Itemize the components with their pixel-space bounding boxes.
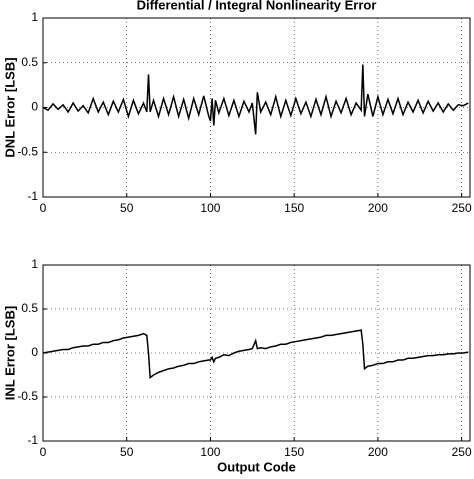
y-tick-label: -0.5 — [17, 144, 38, 158]
x-tick-label: 250 — [452, 201, 472, 215]
x-tick-label: 0 — [40, 445, 47, 459]
x-tick-label: 100 — [200, 445, 220, 459]
y-tick-label: -1 — [27, 189, 38, 203]
x-tick-label: 250 — [452, 445, 472, 459]
x-tick-label: 150 — [284, 201, 304, 215]
x-tick-label: 50 — [120, 201, 134, 215]
y-tick-label: 0 — [31, 345, 38, 359]
x-tick-label: 0 — [40, 201, 47, 215]
y-axis-label: INL Error [LSB] — [2, 306, 17, 400]
x-tick-label: 150 — [284, 445, 304, 459]
axes-frame — [42, 264, 471, 442]
x-tick-label: 200 — [368, 201, 388, 215]
y-axis-label: DNL Error [LSB] — [2, 57, 17, 157]
x-tick-label: 100 — [200, 201, 220, 215]
data-line — [42, 329, 469, 380]
x-axis-label: Output Code — [217, 459, 296, 474]
x-tick-label: 200 — [368, 445, 388, 459]
y-tick-label: 0.5 — [21, 301, 38, 315]
chart-title: Differential / Integral Nonlinearity Err… — [137, 0, 377, 12]
y-tick-label: 1 — [31, 257, 38, 271]
y-tick-label: -0.5 — [17, 389, 38, 403]
y-tick-label: 0.5 — [21, 55, 38, 69]
x-tick-label: 50 — [120, 445, 134, 459]
data-line — [42, 64, 469, 135]
y-tick-label: 0 — [31, 100, 38, 114]
plot-area — [43, 265, 470, 441]
y-tick-label: -1 — [27, 433, 38, 447]
axes-frame — [42, 17, 471, 198]
y-tick-label: 1 — [31, 10, 38, 24]
